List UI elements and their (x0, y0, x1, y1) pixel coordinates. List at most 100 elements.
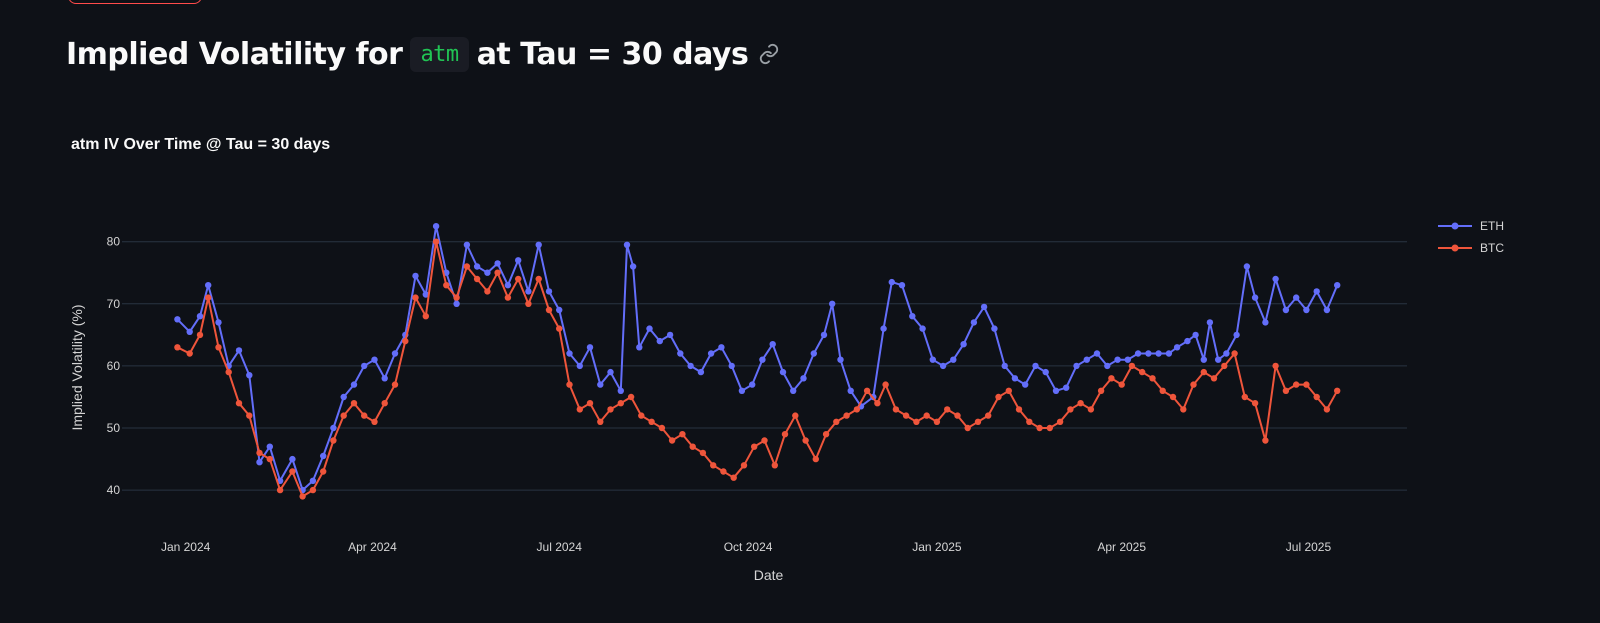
btc-series-line (176, 240, 1339, 498)
btc-data-point (679, 431, 686, 438)
eth-data-point (656, 337, 663, 345)
eth-data-point (769, 341, 776, 348)
btc-data-point (699, 449, 707, 457)
btc-data-point (668, 437, 676, 444)
eth-data-point (1262, 319, 1269, 326)
eth-data-point (246, 372, 253, 379)
legend-btc-marker (1451, 244, 1459, 252)
btc-data-point (833, 418, 840, 425)
btc-data-point (586, 400, 594, 407)
eth-data-point (687, 362, 694, 370)
eth-data-point (1200, 356, 1208, 363)
eth-data-point (1282, 306, 1290, 314)
x-tick-label: Jul 2025 (1286, 540, 1332, 554)
btc-data-point (266, 455, 273, 463)
eth-data-point (749, 381, 756, 388)
eth-data-point (1206, 319, 1214, 326)
eth-data-point (759, 356, 766, 363)
eth-data-point (174, 316, 181, 323)
eth-data-point (1323, 306, 1331, 314)
btc-data-point (751, 443, 758, 450)
y-tick-label: 60 (107, 359, 121, 373)
eth-data-point (371, 356, 378, 363)
eth-data-point (629, 263, 637, 270)
eth-data-point (728, 362, 735, 370)
eth-data-point (960, 341, 967, 348)
btc-data-point (902, 412, 910, 419)
eth-data-point (1073, 362, 1080, 370)
eth-data-point (607, 368, 614, 376)
eth-data-point (810, 350, 817, 357)
btc-data-point (1231, 350, 1238, 357)
btc-data-point (196, 331, 204, 339)
eth-data-point (617, 387, 624, 394)
eth-data-point (666, 331, 674, 339)
btc-data-point (944, 406, 951, 413)
eth-data-point (556, 306, 563, 314)
eth-data-point (350, 381, 358, 388)
eth-data-point (1173, 344, 1181, 351)
btc-data-point (320, 468, 327, 475)
btc-data-point (761, 437, 768, 444)
eth-data-point (330, 424, 337, 432)
eth-data-point (597, 381, 604, 388)
btc-data-point (225, 368, 232, 376)
btc-data-point (361, 412, 368, 419)
btc-data-point (617, 400, 624, 407)
btc-data-point (1282, 387, 1290, 394)
btc-data-point (1067, 406, 1074, 413)
eth-data-point (309, 477, 317, 484)
btc-data-point (186, 350, 193, 357)
eth-data-point (453, 300, 460, 307)
eth-data-point (837, 356, 844, 363)
eth-data-point (1303, 306, 1310, 314)
btc-data-point (350, 400, 358, 407)
btc-data-point (771, 462, 778, 469)
eth-data-point (829, 300, 836, 307)
page-title: Implied Volatility for atm at Tau = 30 d… (66, 28, 780, 80)
btc-data-point (730, 474, 737, 481)
eth-data-point (1011, 375, 1019, 382)
eth-data-point (718, 344, 725, 351)
btc-data-point (1139, 368, 1146, 376)
eth-data-point (504, 282, 512, 289)
eth-data-point (535, 241, 542, 248)
eth-data-point (1021, 381, 1029, 388)
eth-data-point (196, 313, 204, 320)
eth-data-point (1155, 350, 1162, 357)
eth-data-point (473, 263, 481, 270)
eth-data-point (1083, 356, 1091, 363)
btc-data-point (638, 412, 645, 419)
legend-eth-marker (1451, 222, 1459, 230)
btc-data-point (933, 418, 941, 425)
eth-data-point (790, 387, 797, 394)
eth-data-point (1104, 362, 1111, 370)
btc-data-point (781, 431, 789, 438)
legend-btc-label: BTC (1480, 241, 1504, 255)
btc-data-point (545, 306, 553, 314)
btc-data-point (412, 294, 419, 301)
btc-data-point (913, 418, 920, 425)
eth-data-point (1063, 384, 1070, 391)
eth-data-point (1134, 350, 1142, 357)
btc-data-point (1180, 406, 1187, 413)
eth-data-point (1243, 263, 1251, 270)
btc-data-point (812, 455, 819, 463)
link-icon[interactable] (758, 43, 780, 65)
btc-data-point (299, 493, 306, 500)
btc-data-point (1313, 393, 1320, 401)
eth-data-point (707, 350, 715, 357)
eth-series-line (176, 225, 1339, 492)
btc-data-point (1077, 400, 1084, 407)
btc-data-point (276, 486, 284, 494)
btc-data-point (1056, 418, 1064, 425)
eth-data-point (1145, 350, 1152, 357)
eth-data-point (1042, 368, 1049, 376)
btc-data-point (1262, 437, 1269, 444)
eth-data-point (1165, 350, 1173, 357)
x-axis-label: Date (754, 567, 784, 583)
eth-data-point (1251, 294, 1259, 301)
btc-data-point (443, 282, 450, 289)
eth-data-point (1184, 337, 1191, 345)
